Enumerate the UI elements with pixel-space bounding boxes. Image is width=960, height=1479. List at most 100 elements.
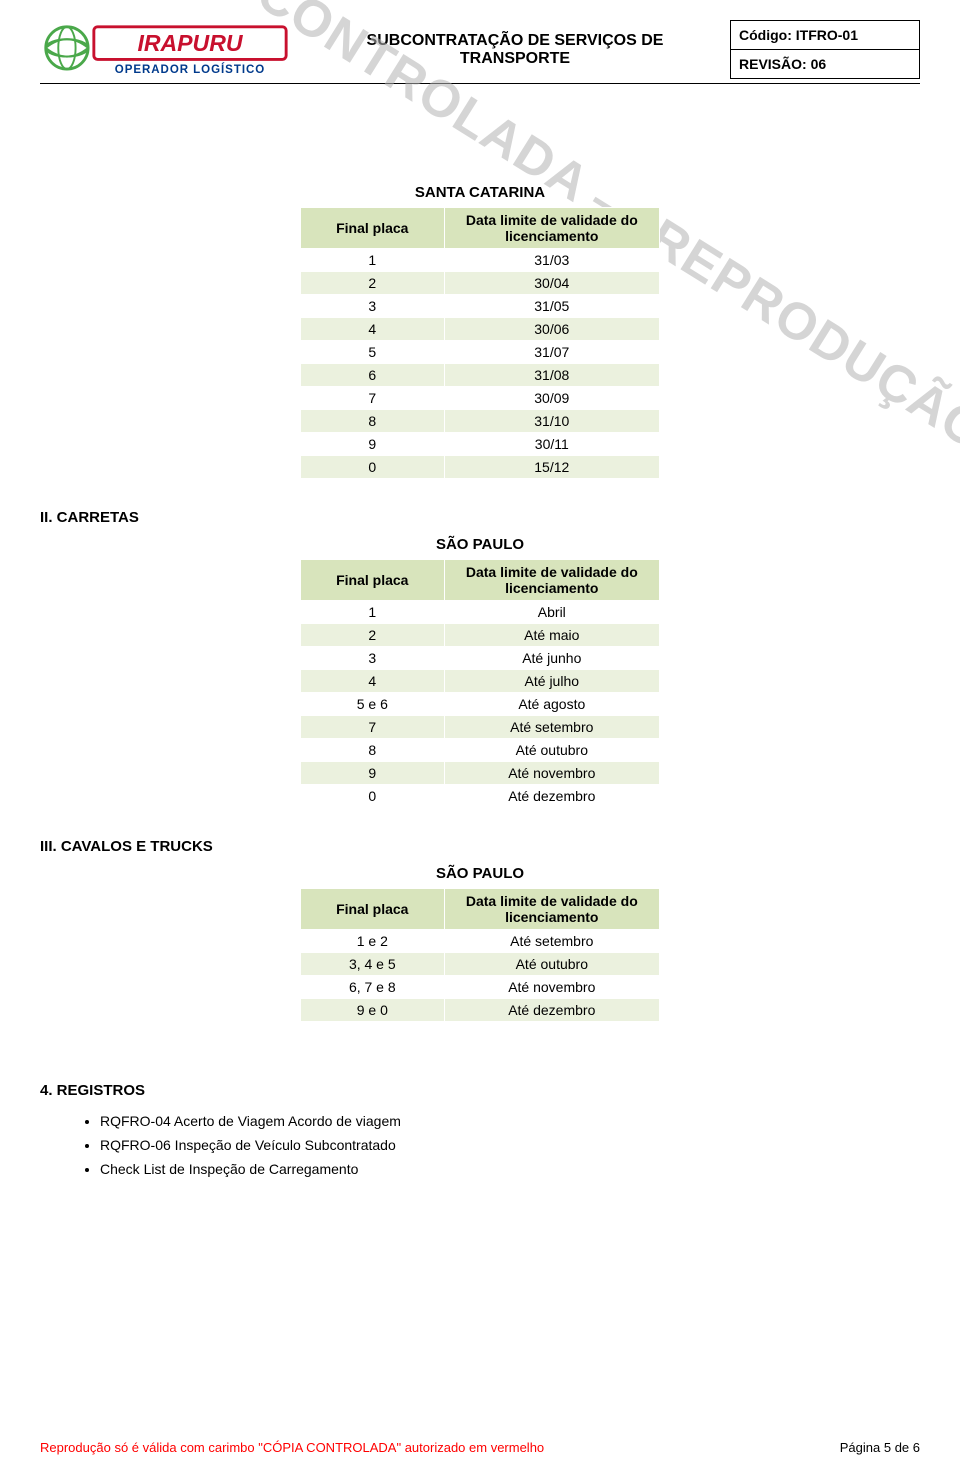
- title-line1: SUBCONTRATAÇÃO DE SERVIÇOS DE: [367, 32, 664, 50]
- table-cell: 30/04: [444, 272, 659, 295]
- data-table-sc: Final placa Data limite de validade do l…: [300, 207, 660, 479]
- table-cell: 8: [301, 410, 445, 433]
- table-cell: 1 e 2: [301, 930, 445, 953]
- table-cell: 31/05: [444, 295, 659, 318]
- table-cell: Até setembro: [444, 716, 659, 739]
- table-row: 531/07: [301, 341, 660, 364]
- col2-sp2: Data limite de validade do licenciamento: [444, 889, 659, 930]
- table-cell: Até junho: [444, 647, 659, 670]
- table-row: 1 e 2Até setembro: [301, 930, 660, 953]
- table-cell: 31/03: [444, 249, 659, 272]
- table-cell: 6: [301, 364, 445, 387]
- table-row: 930/11: [301, 433, 660, 456]
- table-cell: 5: [301, 341, 445, 364]
- table-sp-carretas: SÃO PAULO Final placa Data limite de val…: [300, 536, 660, 808]
- registros-list: RQFRO-04 Acerto de Viagem Acordo de viag…: [40, 1113, 920, 1177]
- list-item: RQFRO-04 Acerto de Viagem Acordo de viag…: [100, 1113, 920, 1129]
- data-table-sp1: Final placa Data limite de validade do l…: [300, 559, 660, 808]
- table-cell: Até agosto: [444, 693, 659, 716]
- table-cell: 9: [301, 762, 445, 785]
- table-cell: 0: [301, 456, 445, 479]
- table-cell: 0: [301, 785, 445, 808]
- table-row: 5 e 6Até agosto: [301, 693, 660, 716]
- table-cell: 3: [301, 295, 445, 318]
- table-cell: Até outubro: [444, 739, 659, 762]
- table-cell: 7: [301, 716, 445, 739]
- table-row: 9 e 0Até dezembro: [301, 999, 660, 1022]
- table-cell: 2: [301, 272, 445, 295]
- table-cell: 7: [301, 387, 445, 410]
- svg-text:IRAPURU: IRAPURU: [137, 29, 243, 55]
- table-row: 9Até novembro: [301, 762, 660, 785]
- table-cell: Abril: [444, 601, 659, 624]
- svg-text:OPERADOR LOGÍSTICO: OPERADOR LOGÍSTICO: [115, 63, 265, 76]
- footer-repro: Reprodução só é válida com carimbo "CÓPI…: [40, 1440, 544, 1455]
- table-cell: 6, 7 e 8: [301, 976, 445, 999]
- table-santa-catarina: SANTA CATARINA Final placa Data limite d…: [300, 184, 660, 479]
- revision-label: REVISÃO: 06: [731, 50, 919, 78]
- table-cell: 2: [301, 624, 445, 647]
- table-row: 1Abril: [301, 601, 660, 624]
- table-cell: Até novembro: [444, 762, 659, 785]
- table-row: 015/12: [301, 456, 660, 479]
- table-cell: 4: [301, 670, 445, 693]
- registros-title: 4. REGISTROS: [40, 1082, 920, 1099]
- document-title: SUBCONTRATAÇÃO DE SERVIÇOS DE TRANSPORTE: [300, 20, 730, 79]
- table-row: 430/06: [301, 318, 660, 341]
- logo-svg: IRAPURU OPERADOR LOGÍSTICO: [40, 21, 290, 79]
- col1-sp1: Final placa: [301, 560, 445, 601]
- table-row: 131/03: [301, 249, 660, 272]
- table-cell: Até outubro: [444, 953, 659, 976]
- data-table-sp2: Final placa Data limite de validade do l…: [300, 888, 660, 1022]
- table-title-sp1: SÃO PAULO: [300, 536, 660, 553]
- table-cell: 9 e 0: [301, 999, 445, 1022]
- table-title-sc: SANTA CATARINA: [300, 184, 660, 201]
- table-cell: Até dezembro: [444, 999, 659, 1022]
- list-item: Check List de Inspeção de Carregamento: [100, 1161, 920, 1177]
- col2-sc: Data limite de validade do licenciamento: [444, 208, 659, 249]
- table-cell: 31/07: [444, 341, 659, 364]
- logo: IRAPURU OPERADOR LOGÍSTICO: [40, 20, 300, 79]
- table-row: 4Até julho: [301, 670, 660, 693]
- table-cell: 3: [301, 647, 445, 670]
- table-cell: 4: [301, 318, 445, 341]
- table-cell: 30/06: [444, 318, 659, 341]
- table-row: 6, 7 e 8Até novembro: [301, 976, 660, 999]
- table-title-sp2: SÃO PAULO: [300, 865, 660, 882]
- table-cell: 15/12: [444, 456, 659, 479]
- table-row: 0Até dezembro: [301, 785, 660, 808]
- table-cell: 3, 4 e 5: [301, 953, 445, 976]
- footer-page: Página 5 de 6: [840, 1440, 920, 1455]
- table-cell: 31/10: [444, 410, 659, 433]
- table-cell: 31/08: [444, 364, 659, 387]
- table-sp-cavalos: SÃO PAULO Final placa Data limite de val…: [300, 865, 660, 1022]
- table-row: 831/10: [301, 410, 660, 433]
- table-cell: Até julho: [444, 670, 659, 693]
- document-codes: Código: ITFRO-01 REVISÃO: 06: [730, 20, 920, 79]
- table-cell: 30/09: [444, 387, 659, 410]
- table-row: 230/04: [301, 272, 660, 295]
- table-cell: 30/11: [444, 433, 659, 456]
- table-cell: 5 e 6: [301, 693, 445, 716]
- table-cell: 9: [301, 433, 445, 456]
- col1-sp2: Final placa: [301, 889, 445, 930]
- list-item: RQFRO-06 Inspeção de Veículo Subcontrata…: [100, 1137, 920, 1153]
- col2-sp1: Data limite de validade do licenciamento: [444, 560, 659, 601]
- code-label: Código: ITFRO-01: [731, 21, 919, 50]
- document-header: IRAPURU OPERADOR LOGÍSTICO SUBCONTRATAÇÃ…: [40, 20, 920, 84]
- table-row: 3, 4 e 5Até outubro: [301, 953, 660, 976]
- table-row: 8Até outubro: [301, 739, 660, 762]
- table-row: 2Até maio: [301, 624, 660, 647]
- table-row: 631/08: [301, 364, 660, 387]
- table-row: 730/09: [301, 387, 660, 410]
- table-cell: Até maio: [444, 624, 659, 647]
- table-cell: 8: [301, 739, 445, 762]
- section-cavalos: III. CAVALOS E TRUCKS: [40, 838, 920, 855]
- table-row: 7Até setembro: [301, 716, 660, 739]
- table-cell: 1: [301, 601, 445, 624]
- table-cell: Até novembro: [444, 976, 659, 999]
- table-row: 331/05: [301, 295, 660, 318]
- section-carretas: II. CARRETAS: [40, 509, 920, 526]
- table-cell: Até dezembro: [444, 785, 659, 808]
- table-row: 3Até junho: [301, 647, 660, 670]
